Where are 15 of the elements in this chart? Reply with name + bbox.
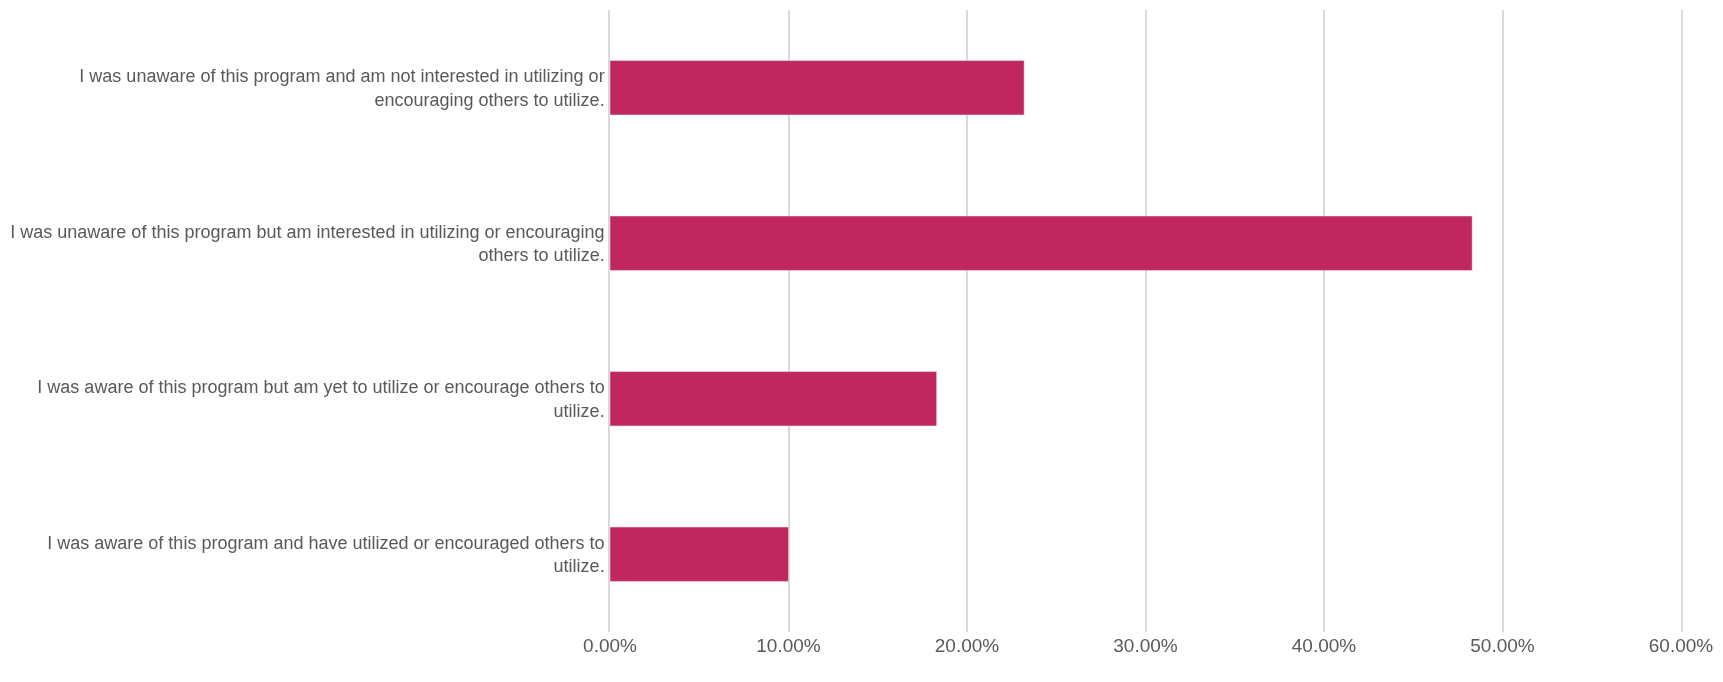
y-tick-label: I was aware of this program and have utilized or encouraged others to utilize. <box>47 532 605 577</box>
x-tick-label: 20.00% <box>934 635 1000 656</box>
bar <box>610 215 1473 271</box>
x-tick-label: 50.00% <box>1470 635 1535 656</box>
y-tick-label: I was aware of this program but am yet to utilize or encourage others to utilize. <box>37 377 605 421</box>
x-tick-label: 30.00% <box>1113 635 1178 656</box>
x-tick-label: 10.00% <box>756 635 821 656</box>
x-tick-label: 60.00% <box>1648 635 1714 656</box>
y-tick-label: I was unaware of this program and am not interested in utilizing or encouraging others to utilize. <box>79 66 605 110</box>
x-tick-label: 40.00% <box>1291 635 1357 656</box>
x-tick-label: 0.00% <box>583 635 638 656</box>
bar <box>610 526 789 582</box>
bar <box>610 371 937 427</box>
y-tick-label: I was unaware of this program but am interested in utilizing or encouraging others to utilize. <box>10 221 605 266</box>
bar <box>610 60 1025 116</box>
